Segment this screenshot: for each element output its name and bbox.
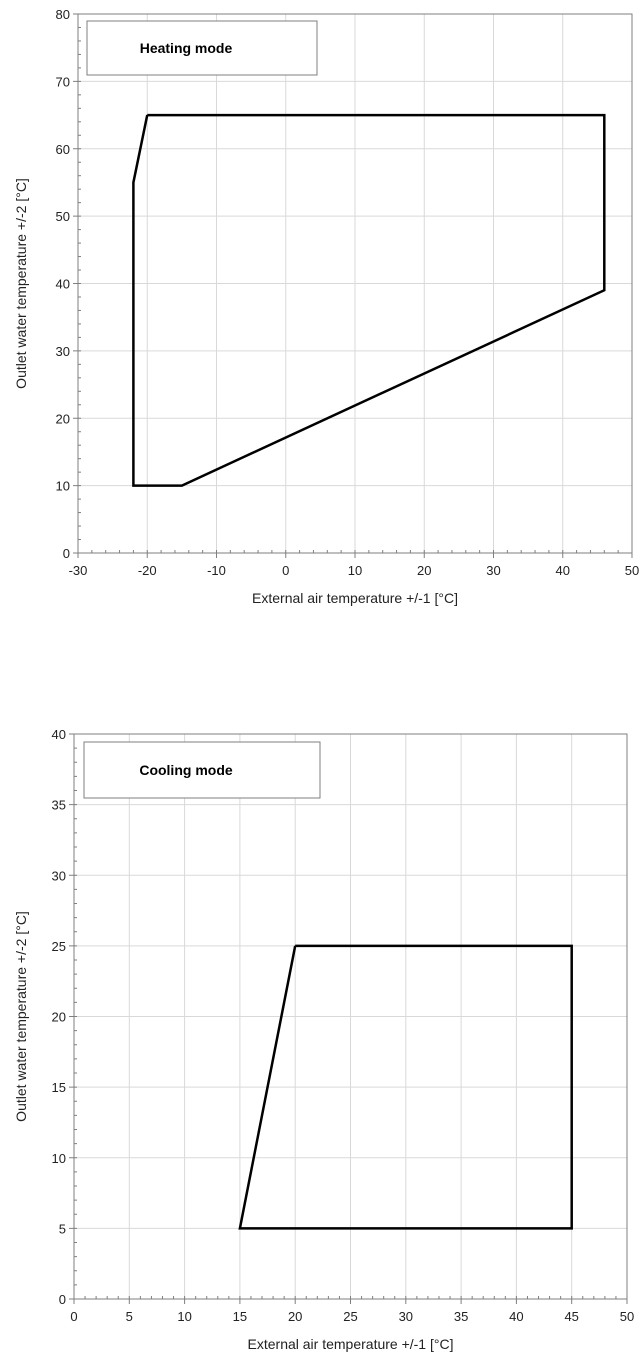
y-tick-label: 60 — [56, 142, 70, 157]
x-tick-label: 0 — [70, 1309, 77, 1324]
x-tick-label: 10 — [177, 1309, 191, 1324]
y-tick-label: 0 — [63, 546, 70, 561]
y-tick-label: 50 — [56, 209, 70, 224]
y-tick-label: 20 — [56, 411, 70, 426]
y-tick-label: 30 — [52, 868, 66, 883]
chart-title-box — [83, 741, 321, 799]
x-tick-label: 35 — [454, 1309, 468, 1324]
x-tick-label: 5 — [126, 1309, 133, 1324]
y-tick-label: 0 — [59, 1292, 66, 1307]
x-tick-label: 25 — [343, 1309, 357, 1324]
y-tick-label: 40 — [52, 727, 66, 742]
cooling-chart-svg: 0 5 10 15 20 25 30 35 40 45 50 0 5 10 15 20 25 30 35 40 Exte… — [13, 727, 634, 1352]
heating-mode-chart: -30 -20 -10 0 10 20 30 40 50 0 10 20 30 40 50 60 70 80 Ext… — [0, 0, 643, 640]
y-tick-label: 35 — [52, 798, 66, 813]
y-tick-label: 15 — [52, 1080, 66, 1095]
y-tick-label: 30 — [56, 344, 70, 359]
x-tick-label: 30 — [399, 1309, 413, 1324]
y-tick-label: 10 — [56, 479, 70, 494]
operating-envelope-line — [238, 944, 573, 1230]
y-tick-label: 25 — [52, 939, 66, 954]
x-tick-label: 15 — [233, 1309, 247, 1324]
cooling-mode-chart: 0 5 10 15 20 25 30 35 40 45 50 0 5 10 15 20 25 30 35 40 Exte… — [0, 720, 643, 1370]
x-axis-title: External air temperature +/-1 [°C] — [248, 1336, 454, 1352]
chart-title: Cooling mode — [139, 762, 233, 778]
y-tick-label: 80 — [56, 7, 70, 22]
chart-title: Heating mode — [140, 40, 233, 56]
x-tick-label: 10 — [348, 563, 362, 578]
x-tick-label: 0 — [282, 563, 289, 578]
y-tick-label: 5 — [59, 1221, 66, 1236]
y-tick-label: 20 — [52, 1010, 66, 1025]
y-axis-title: Outlet water temperature +/-2 [°C] — [13, 911, 29, 1122]
x-tick-label: -20 — [138, 563, 157, 578]
x-tick-label: 40 — [556, 563, 570, 578]
x-tick-label: -10 — [207, 563, 226, 578]
x-tick-label: 40 — [509, 1309, 523, 1324]
heating-chart-svg: -30 -20 -10 0 10 20 30 40 50 0 10 20 30 40 50 60 70 80 Ext… — [13, 7, 639, 606]
y-tick-label: 40 — [56, 277, 70, 292]
x-tick-label: 30 — [486, 563, 500, 578]
x-tick-label: 20 — [417, 563, 431, 578]
x-axis-title: External air temperature +/-1 [°C] — [252, 590, 458, 606]
x-tick-label: 45 — [564, 1309, 578, 1324]
x-tick-label: 50 — [620, 1309, 634, 1324]
operating-envelope-line — [132, 113, 606, 487]
y-tick-label: 70 — [56, 74, 70, 89]
y-axis-title: Outlet water temperature +/-2 [°C] — [13, 178, 29, 389]
x-tick-label: 50 — [625, 563, 639, 578]
x-tick-label: -30 — [69, 563, 88, 578]
chart-title-box — [86, 20, 318, 76]
x-tick-label: 20 — [288, 1309, 302, 1324]
y-tick-label: 10 — [52, 1151, 66, 1166]
